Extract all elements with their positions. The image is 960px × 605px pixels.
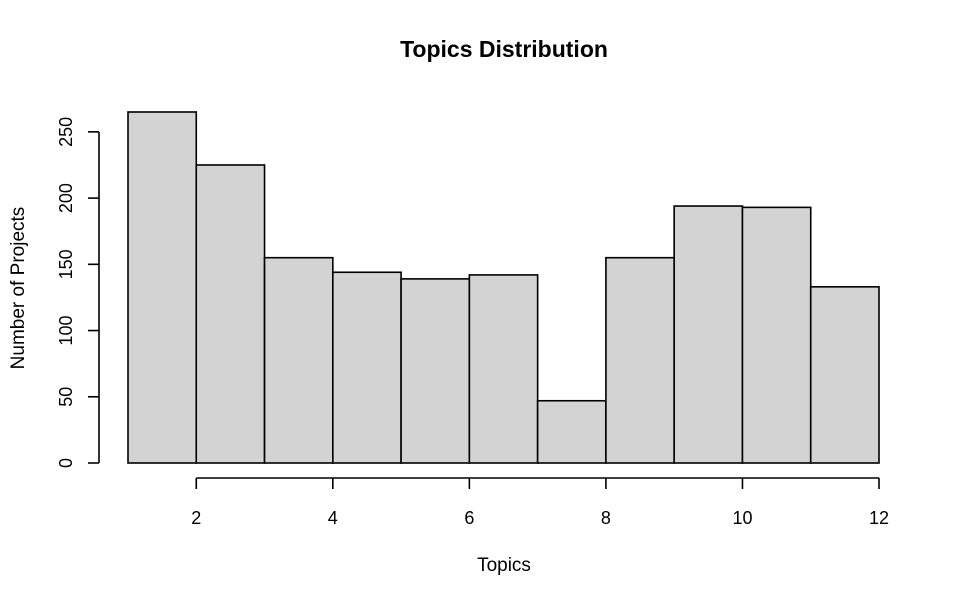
x-tick-label-2: 2 [191, 508, 201, 528]
y-tick-label-200: 200 [56, 183, 76, 213]
histogram-bar-11 [809, 286, 880, 464]
x-tick-label-10: 10 [732, 508, 752, 528]
x-tick-label-12: 12 [869, 508, 889, 528]
histogram-bar-5 [400, 278, 471, 464]
x-axis-label: Topics [477, 555, 531, 576]
x-tick-label-4: 4 [328, 508, 338, 528]
histogram-bar-1 [127, 111, 198, 464]
bars-layer [127, 111, 880, 464]
y-axis-label: Number of Projects [8, 207, 29, 370]
x-tick-label-6: 6 [464, 508, 474, 528]
histogram-bar-7 [536, 399, 607, 464]
histogram-bar-3 [263, 256, 334, 464]
histogram-bar-10 [741, 206, 812, 464]
histogram-bar-8 [605, 256, 675, 464]
chart-title: Topics Distribution [400, 36, 608, 62]
y-tick-label-100: 100 [56, 316, 76, 346]
x-tick-label-8: 8 [601, 508, 611, 528]
histogram-bar-2 [195, 164, 266, 464]
y-tick-label-50: 50 [56, 387, 76, 407]
y-tick-label-150: 150 [56, 249, 76, 279]
y-tick-label-0: 0 [56, 458, 76, 468]
y-tick-label-250: 250 [56, 117, 76, 147]
histogram-bar-9 [673, 205, 744, 464]
axes-layer: 2 4 6 8 10 12 0 50 100 150 200 250 [56, 117, 889, 528]
histogram-bar-6 [468, 274, 539, 464]
histogram-bar-4 [332, 271, 402, 464]
